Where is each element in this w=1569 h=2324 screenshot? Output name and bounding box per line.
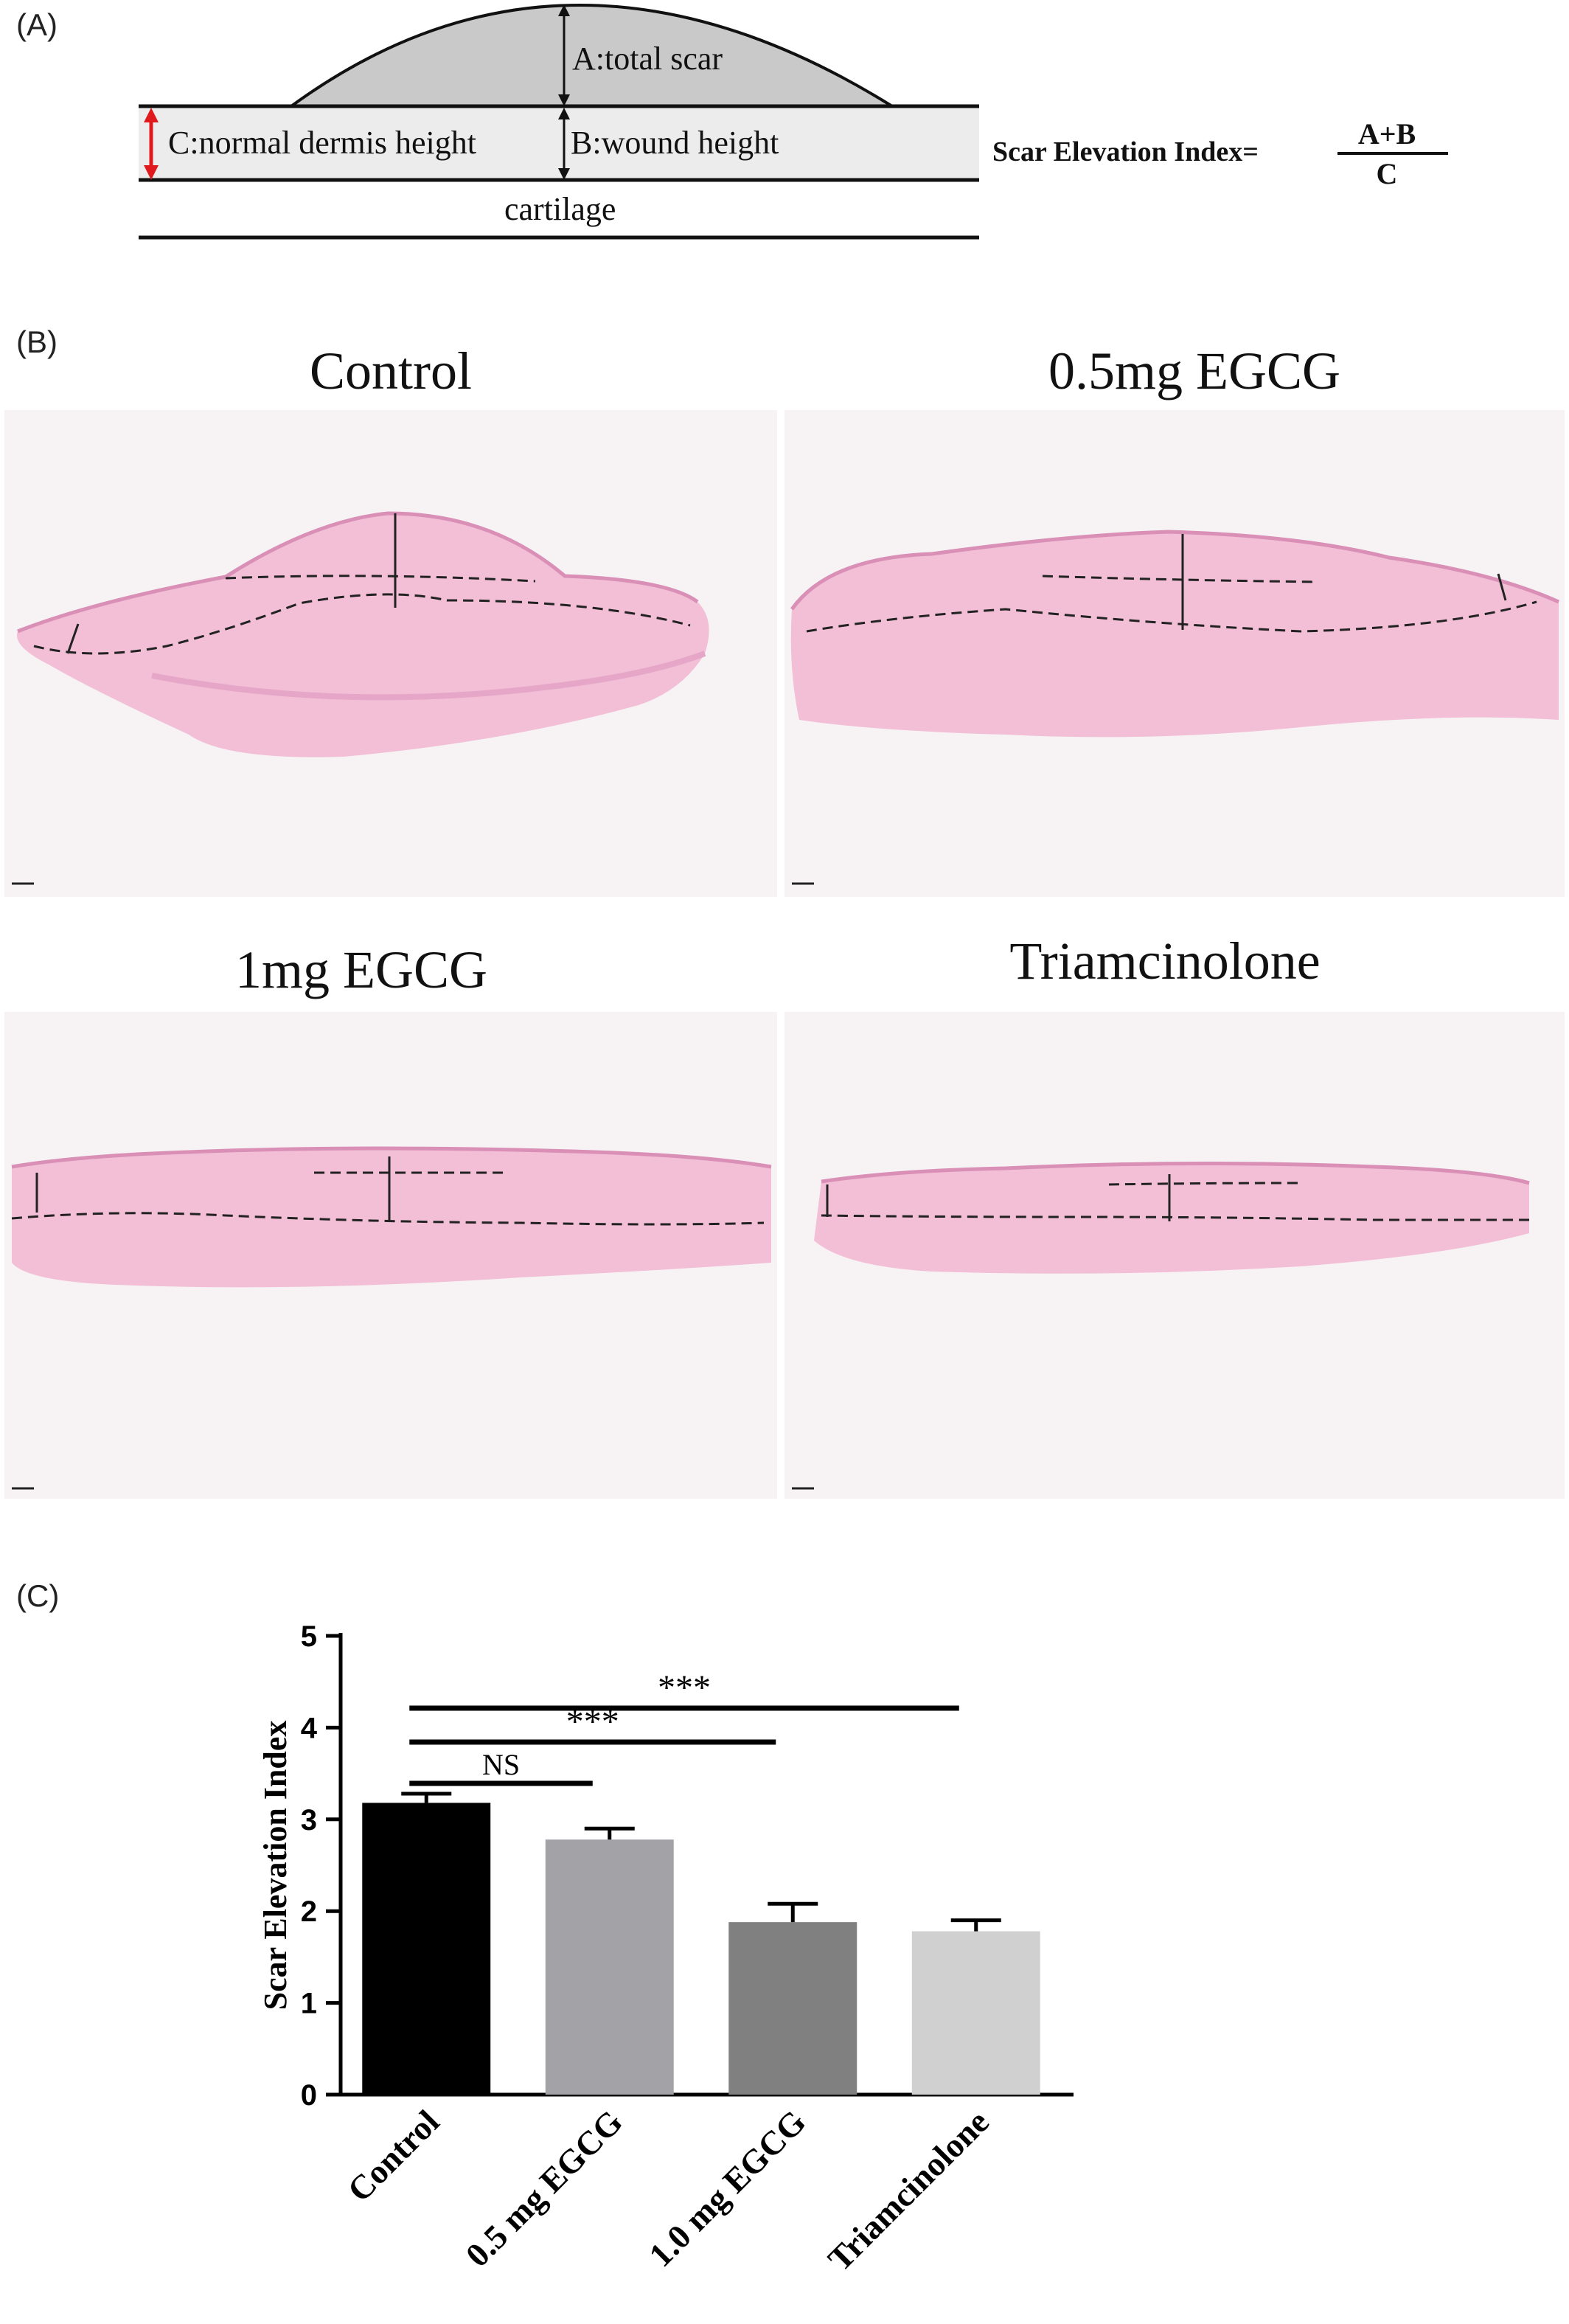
formula-prefix: Scar Elevation Index= [992,136,1259,167]
bar-2 [728,1922,857,2095]
histology-image-1mg [4,1012,777,1499]
significance-label: *** [658,1668,711,1707]
red-arrow-head-icon [144,108,159,122]
hist-title-05mg: 0.5mg EGCG [1048,341,1340,400]
hist-title-control: Control [309,341,472,400]
x-tick-label: 1.0 mg EGCG [641,2103,813,2274]
y-tick-label: 4 [301,1712,318,1744]
label-wound-height: B:wound height [571,125,779,161]
bar-0 [362,1803,491,2095]
hist-title-triamcinolone: Triamcinolone [1009,932,1321,991]
y-tick-label: 5 [301,1620,317,1653]
red-arrow-head-icon [144,165,159,180]
arrow-head-icon [558,4,570,16]
label-total-scar: A:total scar [572,41,723,77]
panel-c-label: (C) [16,1578,60,1613]
x-tick-label: Triamcinolone [821,2103,996,2278]
y-tick-label: 1 [301,1988,317,2020]
histology-image-triamcinolone [784,1012,1565,1499]
panel-b-label: (B) [16,325,58,359]
histology-image-control [4,410,777,897]
y-tick-label: 2 [301,1895,317,1928]
y-tick-label: 3 [301,1804,317,1836]
scar-schematic [139,4,979,240]
x-tick-label: Control [340,2103,446,2209]
scar-dome [286,4,898,108]
significance-label: *** [566,1702,619,1741]
histology-image-05mg [784,410,1565,897]
significance-label: NS [482,1748,520,1781]
arrow-head-icon [558,108,570,119]
formula-denominator: C [1376,157,1398,190]
bar-1 [545,1839,674,2095]
label-normal-dermis: C:normal dermis height [168,125,476,161]
formula-fraction-bar [1337,152,1448,155]
formula-numerator: A+B [1357,117,1416,150]
bar-3 [911,1931,1040,2095]
x-tick-label: 0.5 mg EGCG [459,2103,630,2274]
arrow-head-icon [558,168,570,180]
panel-a-label: (A) [16,7,58,42]
y-tick-label: 0 [301,2079,317,2112]
y-axis-label: Scar Elevation Index [257,1721,293,2011]
label-cartilage: cartilage [504,191,616,227]
hist-title-1mg: 1mg EGCG [235,940,487,999]
arrow-head-icon [558,94,570,106]
